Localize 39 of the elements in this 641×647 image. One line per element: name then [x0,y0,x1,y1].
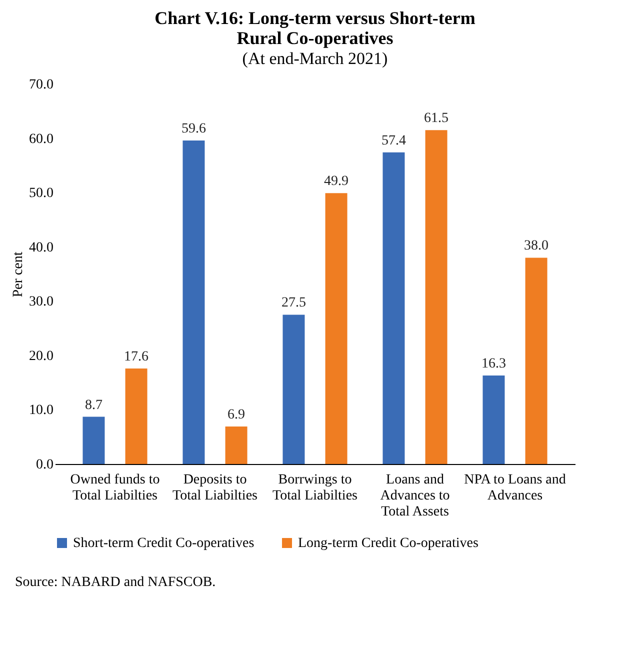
y-tick-label: 30.0 [29,294,54,310]
x-tick-label: Loans and Advances to Total Assets [380,472,450,520]
y-tick-label: 70.0 [29,78,54,92]
legend-label: Short-term Credit Co-operatives [73,536,254,551]
bar [425,130,448,464]
data-label: 27.5 [281,296,306,311]
y-tick-label: 10.0 [29,403,54,418]
bar [182,140,205,464]
x-tick-label: Owned funds to Total Liabilties [70,472,160,504]
bar [82,416,105,464]
bar [525,258,548,464]
y-tick-label: 50.0 [29,186,54,202]
data-label: 6.9 [228,408,246,423]
chart-title: Chart V.16: Long-term versus Short-term Rural Co-operatives [154,8,476,48]
data-label: 38.0 [524,238,549,254]
data-label: 61.5 [424,111,449,126]
chart-subtitle: (At end-March 2021) [242,49,388,68]
source-note: Source: NABARD and NAFSCOB. [15,575,216,590]
bar [282,314,305,464]
bar [482,376,505,464]
bar [325,193,348,464]
y-tick-label: 0.0 [36,458,54,472]
x-tick-label: NPA to Loans and Advances [464,472,566,504]
bar [225,426,248,464]
data-label: 8.7 [84,398,102,413]
y-axis-title: Per cent [11,252,26,298]
legend-label: Long-term Credit Co-operatives [298,536,478,551]
y-tick-label: 60.0 [29,132,54,147]
y-tick-label: 20.0 [29,348,54,364]
x-tick-label: Deposits to Total Liabilties [172,472,258,504]
bar [125,368,148,464]
data-label: 49.9 [324,174,349,190]
x-tick-label: Borrwings to Total Liabilties [272,472,358,504]
data-label: 16.3 [481,356,506,372]
data-label: 59.6 [181,121,206,136]
data-label: 57.4 [381,133,406,148]
data-label: 17.6 [124,349,149,364]
y-tick-label: 40.0 [29,240,54,256]
bar [382,152,405,464]
